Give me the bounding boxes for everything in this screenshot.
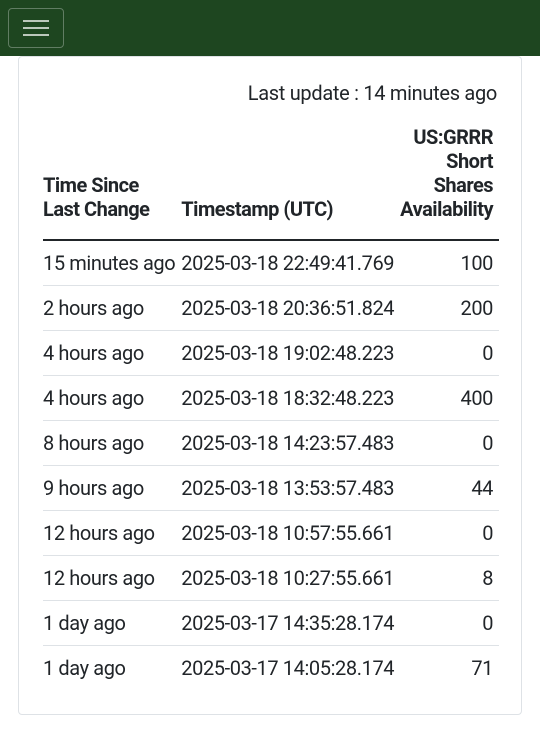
hamburger-icon[interactable]	[8, 8, 64, 48]
navbar	[0, 0, 540, 56]
cell-availability: 100	[400, 240, 499, 286]
table-row: 4 hours ago2025-03-18 19:02:48.2230	[43, 331, 499, 376]
cell-availability: 71	[400, 646, 499, 691]
cell-availability: 0	[400, 331, 499, 376]
cell-time-since: 8 hours ago	[43, 421, 181, 466]
cell-time-since: 4 hours ago	[43, 376, 181, 421]
cell-time-since: 15 minutes ago	[43, 240, 181, 286]
cell-time-since: 2 hours ago	[43, 286, 181, 331]
cell-availability: 8	[400, 556, 499, 601]
cell-availability: 200	[400, 286, 499, 331]
col-header-timestamp: Timestamp (UTC)	[181, 117, 400, 240]
cell-time-since: 12 hours ago	[43, 556, 181, 601]
table-row: 4 hours ago2025-03-18 18:32:48.223400	[43, 376, 499, 421]
table-row: 12 hours ago2025-03-18 10:57:55.6610	[43, 511, 499, 556]
table-row: 1 day ago2025-03-17 14:35:28.1740	[43, 601, 499, 646]
cell-timestamp: 2025-03-18 19:02:48.223	[181, 331, 400, 376]
cell-timestamp: 2025-03-18 13:53:57.483	[181, 466, 400, 511]
availability-table: Time Since Last Change Timestamp (UTC) U…	[43, 117, 499, 690]
cell-availability: 0	[400, 601, 499, 646]
cell-time-since: 1 day ago	[43, 646, 181, 691]
cell-timestamp: 2025-03-17 14:05:28.174	[181, 646, 400, 691]
col-header-time-since: Time Since Last Change	[43, 117, 181, 240]
cell-timestamp: 2025-03-18 10:57:55.661	[181, 511, 400, 556]
table-row: 1 day ago2025-03-17 14:05:28.17471	[43, 646, 499, 691]
cell-timestamp: 2025-03-17 14:35:28.174	[181, 601, 400, 646]
last-update-value: 14 minutes ago	[363, 81, 497, 105]
cell-time-since: 1 day ago	[43, 601, 181, 646]
table-row: 8 hours ago2025-03-18 14:23:57.4830	[43, 421, 499, 466]
cell-time-since: 4 hours ago	[43, 331, 181, 376]
last-update: Last update : 14 minutes ago	[43, 81, 497, 105]
cell-timestamp: 2025-03-18 22:49:41.769	[181, 240, 400, 286]
last-update-prefix: Last update :	[248, 81, 364, 105]
table-row: 9 hours ago2025-03-18 13:53:57.48344	[43, 466, 499, 511]
cell-availability: 400	[400, 376, 499, 421]
cell-availability: 44	[400, 466, 499, 511]
data-card: Last update : 14 minutes ago Time Since …	[18, 56, 522, 715]
cell-availability: 0	[400, 421, 499, 466]
table-row: 12 hours ago2025-03-18 10:27:55.6618	[43, 556, 499, 601]
table-row: 2 hours ago2025-03-18 20:36:51.824200	[43, 286, 499, 331]
col-header-availability: US:GRRR Short Shares Availability	[400, 117, 499, 240]
cell-time-since: 12 hours ago	[43, 511, 181, 556]
cell-timestamp: 2025-03-18 10:27:55.661	[181, 556, 400, 601]
cell-timestamp: 2025-03-18 14:23:57.483	[181, 421, 400, 466]
cell-timestamp: 2025-03-18 20:36:51.824	[181, 286, 400, 331]
cell-timestamp: 2025-03-18 18:32:48.223	[181, 376, 400, 421]
cell-availability: 0	[400, 511, 499, 556]
content-wrap: Last update : 14 minutes ago Time Since …	[0, 56, 540, 733]
table-row: 15 minutes ago2025-03-18 22:49:41.769100	[43, 240, 499, 286]
cell-time-since: 9 hours ago	[43, 466, 181, 511]
